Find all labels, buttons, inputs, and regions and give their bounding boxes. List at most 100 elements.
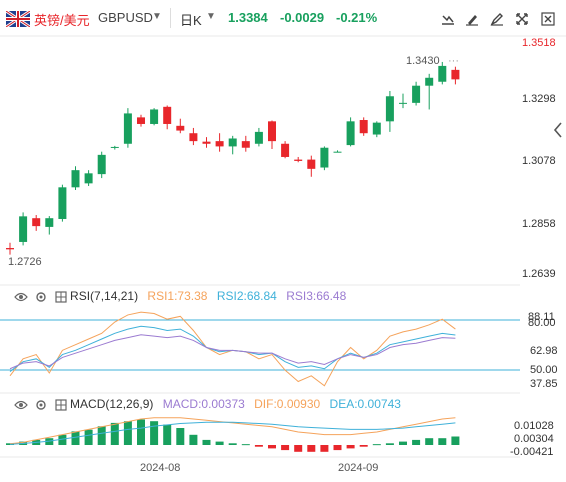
macd-bar xyxy=(320,445,329,452)
indicator-box-icon[interactable] xyxy=(55,399,67,411)
draw-icon xyxy=(466,15,478,26)
candle-body xyxy=(215,141,224,147)
settings-icon[interactable] xyxy=(35,291,47,303)
eye-icon[interactable] xyxy=(14,291,28,303)
macd-bar xyxy=(150,421,159,445)
rsi-axis-label: 80.00 xyxy=(528,317,556,329)
macd-bar xyxy=(202,439,211,445)
candle-body xyxy=(150,109,159,124)
macd-bar xyxy=(399,441,407,445)
candle-body xyxy=(97,154,106,175)
candle-body xyxy=(45,218,54,227)
pair-code[interactable]: GBPUSD xyxy=(98,10,153,25)
candle-body xyxy=(202,141,211,144)
candle-body xyxy=(425,77,434,86)
macd-bar xyxy=(241,444,250,446)
rsi3-value: RSI3:66.48 xyxy=(286,289,347,303)
macd-legend: MACD(12,26,9) MACD:0.00373 DIF:0.00930 D… xyxy=(14,397,401,411)
macd-bar xyxy=(215,441,224,445)
pair-name[interactable]: 英镑/美元 xyxy=(34,13,90,28)
macd-value: MACD:0.00373 xyxy=(162,397,245,411)
date-axis-label: 2024-08 xyxy=(140,462,181,474)
candle-body xyxy=(385,96,394,122)
indicator-button[interactable] xyxy=(438,10,458,28)
rsi-axis-label: 88.11 xyxy=(528,311,555,323)
candle-body xyxy=(71,170,80,188)
rsi1-value: RSI1:73.38 xyxy=(147,289,208,303)
price-axis-label: 1.2858 xyxy=(522,218,556,230)
draw-button[interactable] xyxy=(462,10,482,28)
macd-bar xyxy=(189,434,198,445)
price-change-pct: -0.21% xyxy=(336,10,378,25)
candle-body xyxy=(294,159,303,161)
macd-lines xyxy=(9,417,456,445)
chart-header: 英镑/美元 GBPUSD ▼ 日K ▼ 1.3384 -0.0029 -0.21… xyxy=(0,0,566,36)
settings-icon[interactable] xyxy=(35,399,47,411)
macd-bar xyxy=(372,444,381,446)
macd-bar xyxy=(71,431,80,445)
rsi-lines xyxy=(9,311,456,387)
chevron-left-icon xyxy=(553,122,562,138)
macd-bar xyxy=(333,445,342,451)
rsi2-value: RSI2:68.84 xyxy=(216,289,277,303)
expand-button[interactable] xyxy=(512,10,532,28)
indicator-icon xyxy=(442,15,454,25)
header-divider xyxy=(170,8,171,28)
price-axis-label: 1.3518 xyxy=(522,37,556,49)
close-button[interactable] xyxy=(538,10,558,28)
candle-body xyxy=(58,187,67,219)
eye-icon[interactable] xyxy=(14,399,28,411)
macd-bar xyxy=(425,438,434,445)
period-select[interactable]: 日K xyxy=(180,13,202,28)
rsi-legend: RSI(7,14,21) RSI1:73.38 RSI2:68.84 RSI3:… xyxy=(14,289,346,303)
price-axis-label: 1.3298 xyxy=(522,93,556,105)
collapse-panel-button[interactable] xyxy=(551,120,565,140)
rsi-axis-label: 37.85 xyxy=(530,378,558,390)
pen-icon xyxy=(490,13,503,26)
macd-axis-label: 0.01028 xyxy=(514,420,554,432)
macd-bar xyxy=(58,434,67,445)
pair-dropdown-chevron-icon[interactable]: ▼ xyxy=(152,11,162,22)
candle-body xyxy=(307,159,316,169)
indicator-box-icon[interactable] xyxy=(55,291,67,303)
date-axis-label: 2024-09 xyxy=(338,462,379,474)
candle-body xyxy=(399,102,407,104)
rsi-line-1 xyxy=(9,311,456,387)
candle-body xyxy=(451,69,460,80)
close-icon xyxy=(541,12,555,26)
dif-value: DIF:0.00930 xyxy=(254,397,321,411)
macd-bar xyxy=(110,422,119,445)
candle-body xyxy=(320,147,329,168)
dif-line xyxy=(9,417,456,445)
macd-bar xyxy=(438,438,447,445)
macd-bar xyxy=(268,445,276,449)
uk-flag-icon xyxy=(6,11,30,27)
price-axis-label: 1.3078 xyxy=(522,155,556,167)
candle-body xyxy=(19,216,28,242)
candle-body xyxy=(412,85,421,103)
expand-icon xyxy=(516,13,528,25)
price-change: -0.0029 xyxy=(280,10,325,25)
high-annotation-marker: ··· xyxy=(448,55,459,67)
candle-body xyxy=(372,122,381,135)
macd-bar xyxy=(228,443,237,445)
macd-bar xyxy=(307,445,316,452)
macd-bar xyxy=(176,428,185,445)
rsi-axis-label: 50.00 xyxy=(530,364,558,376)
macd-histogram xyxy=(6,419,460,452)
period-dropdown-chevron-icon[interactable]: ▼ xyxy=(206,11,216,22)
candle-body xyxy=(123,113,132,144)
candle-body xyxy=(189,133,198,142)
macd-bar xyxy=(254,445,263,447)
macd-axis-label: 0.00304 xyxy=(514,433,554,445)
dea-line xyxy=(9,421,456,445)
candle-body xyxy=(333,151,342,153)
macd-bar xyxy=(163,424,172,445)
last-price: 1.3384 xyxy=(228,10,268,25)
candle-body xyxy=(438,65,447,82)
candle-body xyxy=(281,143,290,157)
macd-bar xyxy=(123,421,132,445)
pen-button[interactable] xyxy=(487,10,507,28)
macd-bar xyxy=(359,445,368,447)
